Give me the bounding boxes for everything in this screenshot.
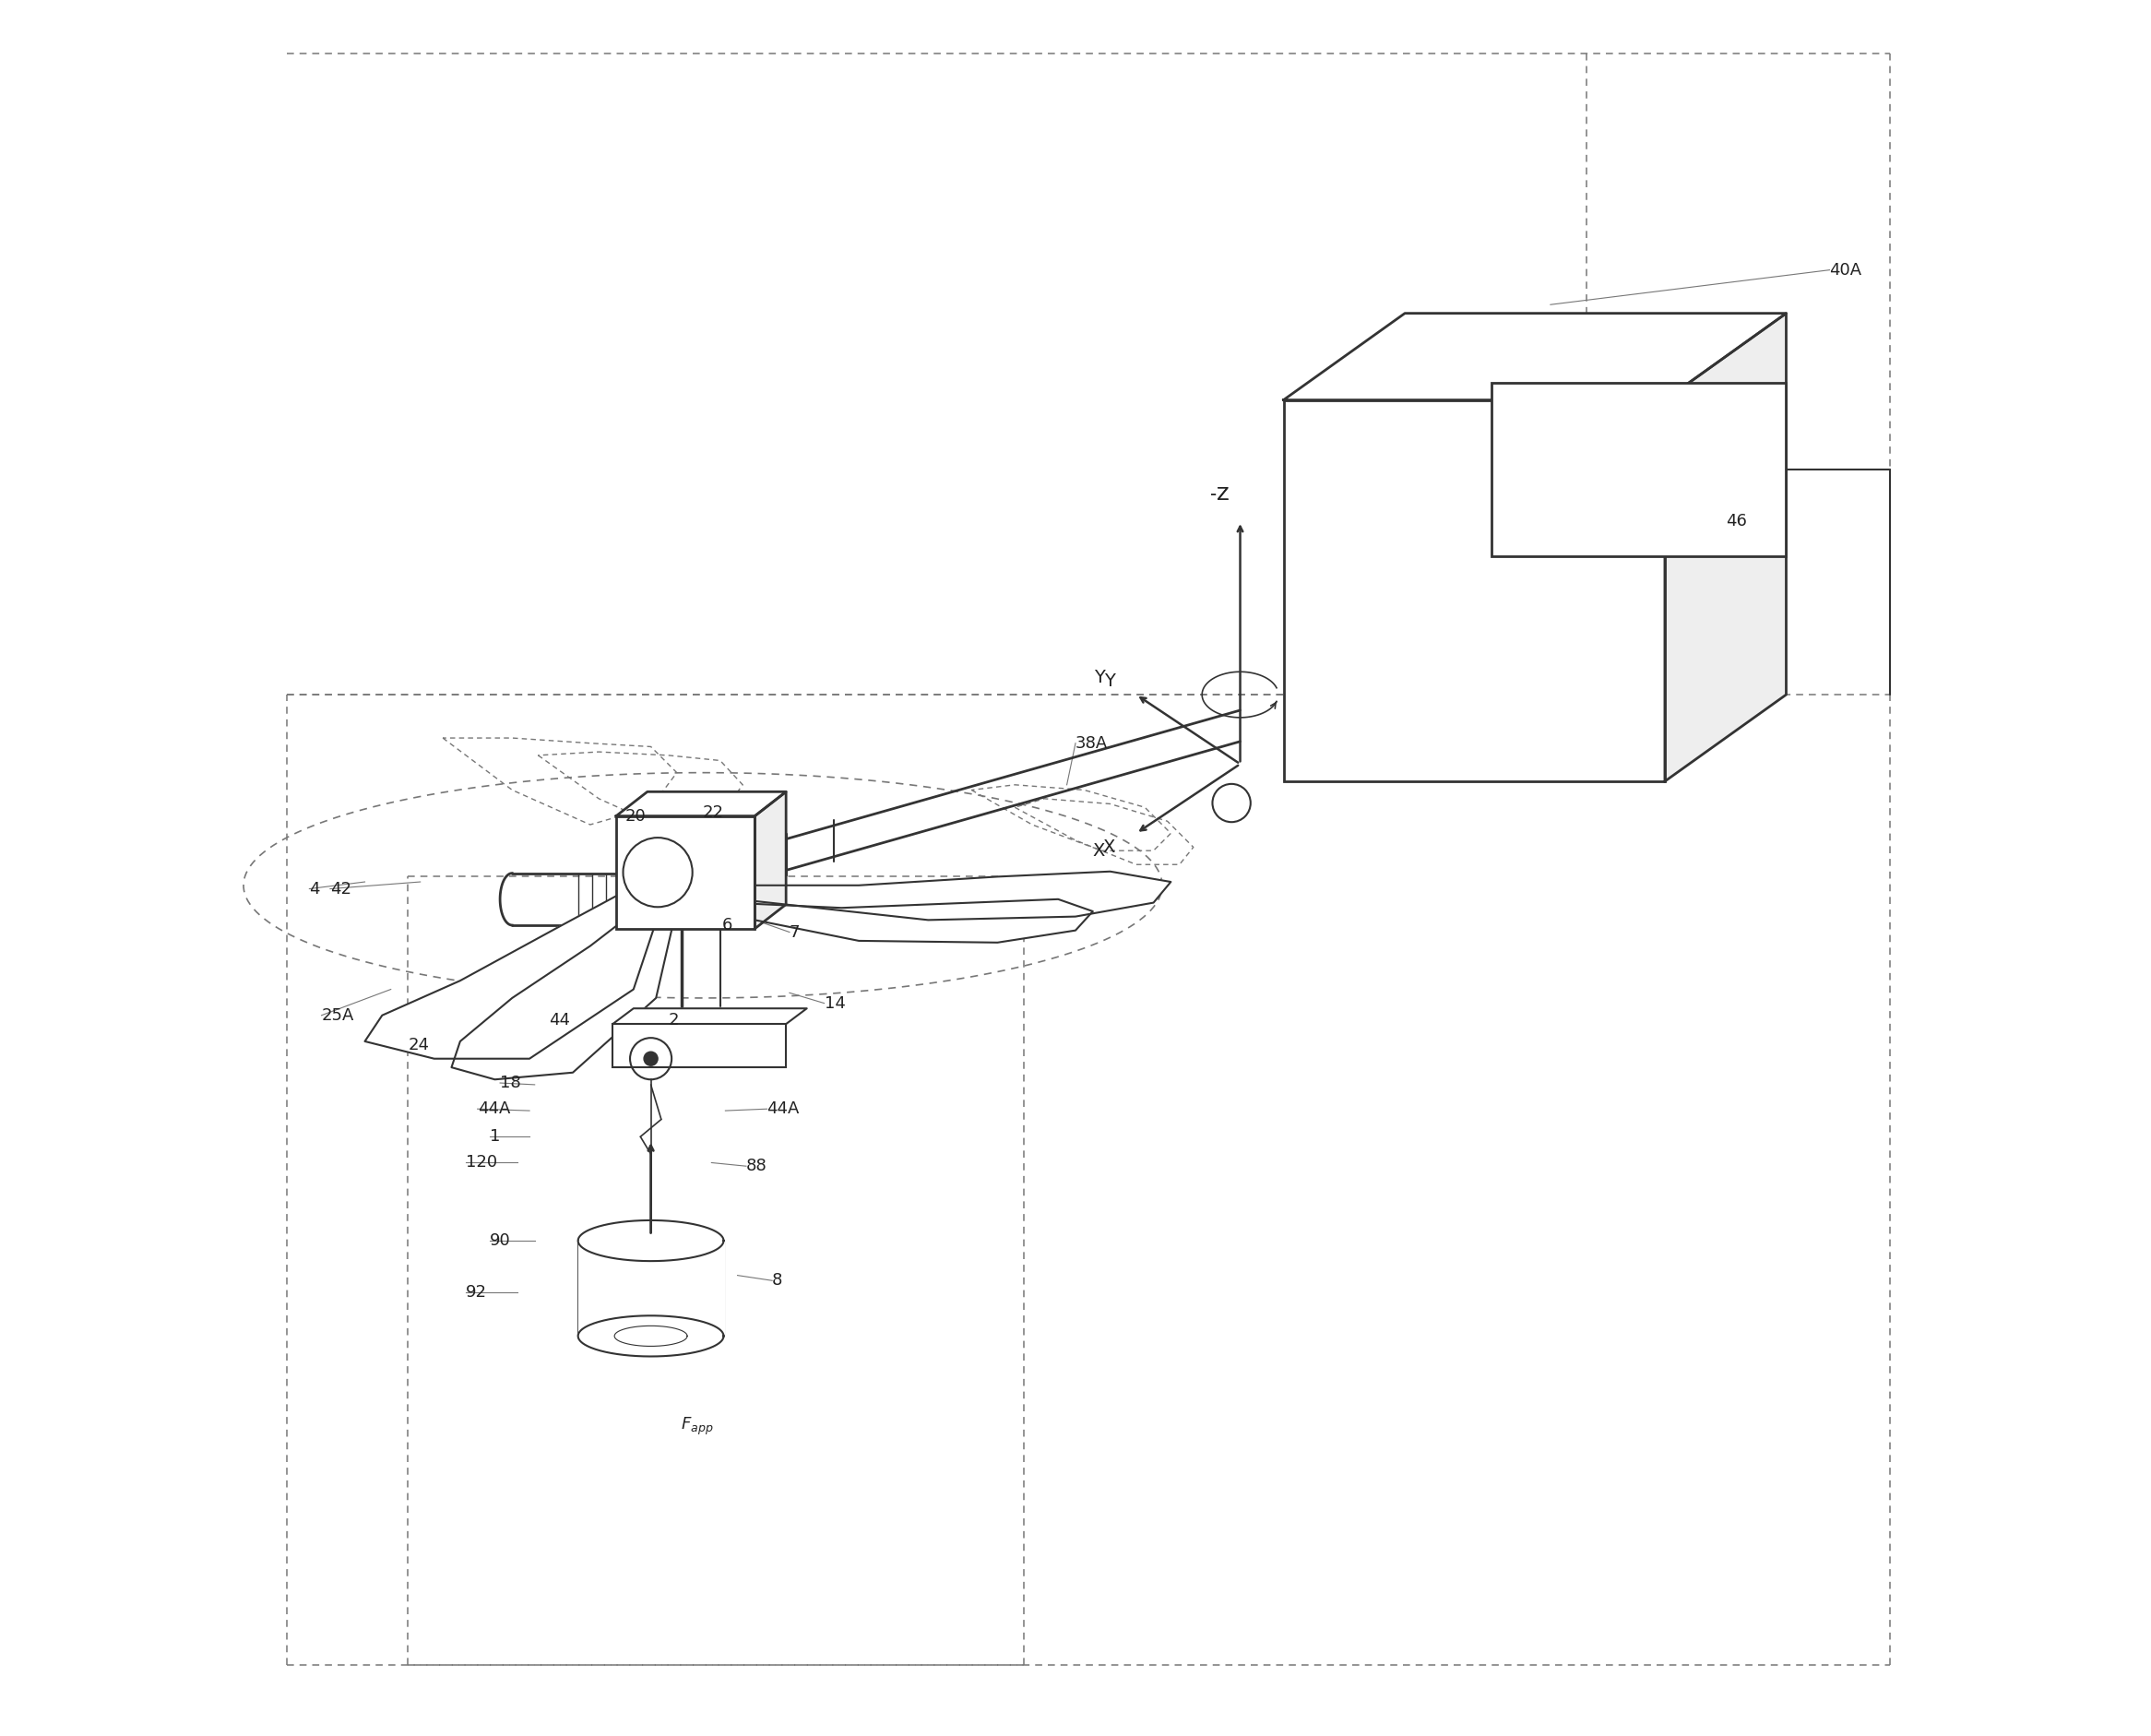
Text: 92: 92 (465, 1285, 486, 1300)
Text: Y: Y (1103, 672, 1116, 689)
Polygon shape (613, 1009, 807, 1024)
Text: 120: 120 (465, 1154, 497, 1172)
Circle shape (643, 1052, 658, 1066)
Text: -Z: -Z (1209, 486, 1228, 503)
Polygon shape (579, 1316, 723, 1356)
Text: 46: 46 (1725, 514, 1747, 529)
Text: 2: 2 (669, 1012, 680, 1029)
Text: 24: 24 (409, 1036, 430, 1054)
Text: 25A: 25A (320, 1007, 355, 1024)
Bar (1284, 399, 1665, 781)
Bar (613, 1024, 785, 1068)
Text: 14: 14 (824, 995, 845, 1012)
Text: 6: 6 (723, 917, 731, 934)
Text: X: X (1103, 838, 1116, 856)
Text: 1: 1 (490, 1128, 501, 1146)
Text: 8: 8 (772, 1272, 783, 1288)
Polygon shape (579, 1241, 723, 1337)
Text: $F_{app}$: $F_{app}$ (680, 1415, 712, 1437)
Text: 90: 90 (490, 1233, 510, 1248)
Polygon shape (1284, 312, 1785, 399)
Text: X: X (1093, 842, 1106, 859)
Text: 44A: 44A (478, 1101, 510, 1118)
Text: 42: 42 (329, 880, 351, 898)
Text: 7: 7 (789, 924, 800, 941)
Polygon shape (615, 792, 785, 816)
Text: 44A: 44A (768, 1101, 800, 1118)
Text: 40A: 40A (1831, 262, 1863, 278)
Text: 44: 44 (549, 1012, 570, 1029)
Bar (615, 816, 755, 929)
Text: -Z: -Z (1209, 486, 1228, 503)
Text: 88: 88 (746, 1158, 768, 1175)
Polygon shape (452, 877, 680, 1080)
Polygon shape (1665, 312, 1785, 781)
Text: 38A: 38A (1076, 734, 1108, 752)
Text: 18: 18 (499, 1075, 521, 1092)
Polygon shape (755, 792, 785, 929)
Text: 22: 22 (703, 804, 725, 821)
Bar (1491, 382, 1785, 556)
Polygon shape (366, 868, 669, 1059)
Text: Y: Y (1095, 668, 1106, 686)
Polygon shape (738, 871, 1170, 920)
Polygon shape (729, 899, 1093, 943)
Text: 4: 4 (310, 880, 320, 898)
Text: 20: 20 (624, 807, 645, 825)
